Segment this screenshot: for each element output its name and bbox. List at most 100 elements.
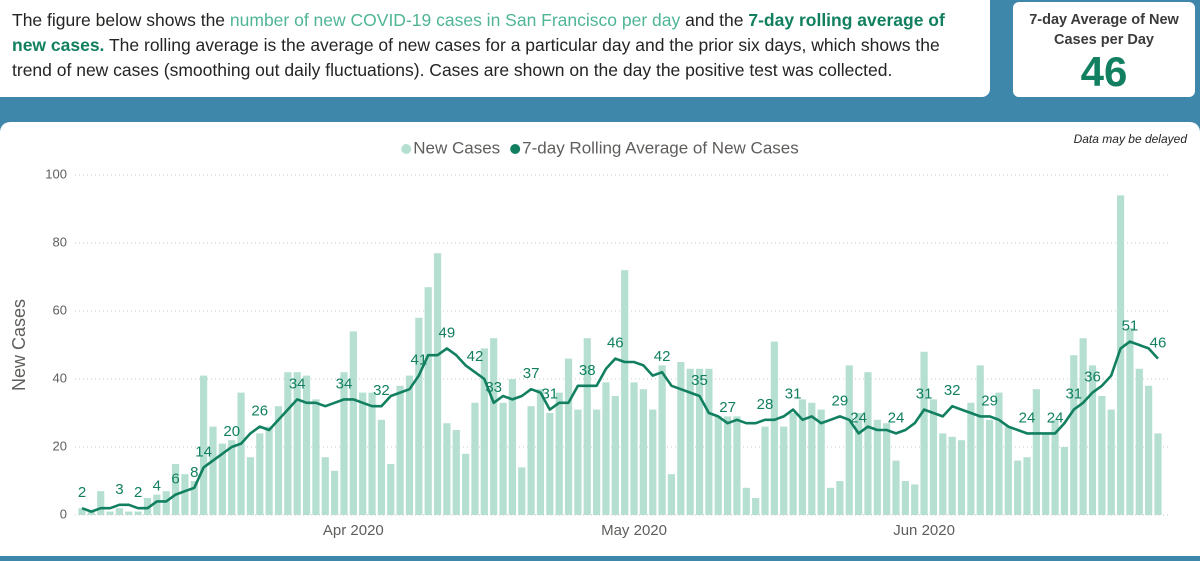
bar (695, 368, 704, 515)
y-tick-label: 100 (45, 166, 67, 181)
bar (761, 426, 769, 515)
data-label: 37 (523, 365, 540, 382)
data-label: 51 (1122, 318, 1139, 335)
y-tick-label: 60 (53, 302, 67, 317)
chart-panel: Data may be delayed New Cases 0 20 40 60 80 1… (0, 122, 1200, 556)
text: and the (680, 10, 749, 30)
data-label: 2 (78, 484, 86, 501)
bar (274, 406, 283, 515)
data-label: 49 (439, 324, 456, 341)
bar (480, 348, 488, 515)
bar (1023, 457, 1031, 515)
bar (508, 379, 516, 515)
bar (1088, 365, 1097, 515)
y-tick-label: 80 (53, 234, 67, 249)
data-label: 27 (719, 399, 736, 416)
data-label: 31 (541, 386, 558, 403)
bar (368, 392, 376, 515)
kpi-title: 7-day Average of New Cases per Day (1029, 12, 1179, 48)
bar (929, 399, 938, 515)
bar (948, 436, 956, 515)
y-tick-label: 20 (53, 438, 67, 453)
bar (284, 372, 292, 515)
data-label: 33 (485, 379, 502, 396)
bar (1145, 385, 1153, 515)
data-label: 31 (785, 386, 802, 403)
bar (256, 433, 264, 515)
bar (78, 508, 86, 515)
x-tick-label: Jun 2020 (893, 522, 955, 539)
bar (667, 474, 676, 515)
bar (995, 392, 1003, 515)
bar (892, 460, 900, 515)
bar (396, 385, 404, 515)
bar (602, 382, 610, 515)
bar (976, 365, 984, 515)
data-label: 34 (336, 375, 353, 392)
bar (265, 426, 273, 515)
x-tick-label: Apr 2020 (323, 522, 384, 539)
data-label: 24 (888, 409, 905, 426)
bar (808, 402, 816, 515)
bar (939, 433, 947, 515)
bar (106, 511, 114, 515)
bar (854, 413, 863, 515)
data-label: 38 (579, 362, 596, 379)
bar (415, 317, 423, 515)
bar (546, 413, 554, 515)
bar (209, 426, 217, 515)
bar (293, 372, 301, 515)
data-label: 6 (171, 471, 179, 488)
bar (171, 464, 180, 515)
data-label: 35 (691, 372, 708, 389)
bar (611, 396, 619, 515)
bar (1154, 433, 1162, 515)
bar (911, 484, 919, 515)
bar (1126, 328, 1134, 515)
bar (1135, 368, 1143, 515)
bar (686, 368, 694, 515)
bar (752, 498, 760, 515)
note: Data may be delayed (1074, 132, 1188, 146)
bar (125, 511, 133, 515)
bar (864, 372, 872, 515)
text: The figure below shows the (12, 10, 230, 30)
kpi-value: 46 (1080, 48, 1128, 95)
bar (789, 413, 797, 515)
bar (873, 419, 881, 515)
legend-label: New Cases (413, 138, 500, 157)
bar (1070, 355, 1078, 515)
bar (405, 375, 414, 515)
bar (1079, 338, 1087, 515)
bar (564, 358, 573, 515)
data-label: 14 (195, 443, 212, 460)
bar (714, 416, 722, 515)
bar (985, 419, 994, 515)
bar (115, 508, 124, 515)
data-label: 8 (190, 464, 198, 481)
bar (527, 406, 535, 515)
bar (901, 481, 909, 515)
bar (621, 270, 629, 515)
bar (349, 331, 357, 515)
bar (1060, 447, 1069, 515)
bar (443, 423, 451, 515)
data-label: 32 (373, 382, 390, 399)
bar (733, 416, 741, 515)
text: The rolling average is the average of ne… (12, 35, 940, 80)
bar (134, 511, 142, 515)
y-axis-label: New Cases (9, 299, 29, 391)
bar (957, 440, 966, 515)
bar (1116, 195, 1125, 515)
bar (658, 365, 666, 515)
bar (321, 457, 329, 515)
bar (574, 409, 582, 515)
bar (593, 409, 601, 515)
bar (780, 426, 788, 515)
bar (218, 443, 226, 515)
data-label: 42 (467, 348, 484, 365)
bar (228, 440, 236, 515)
bar (630, 382, 638, 515)
data-label: 32 (944, 382, 961, 399)
